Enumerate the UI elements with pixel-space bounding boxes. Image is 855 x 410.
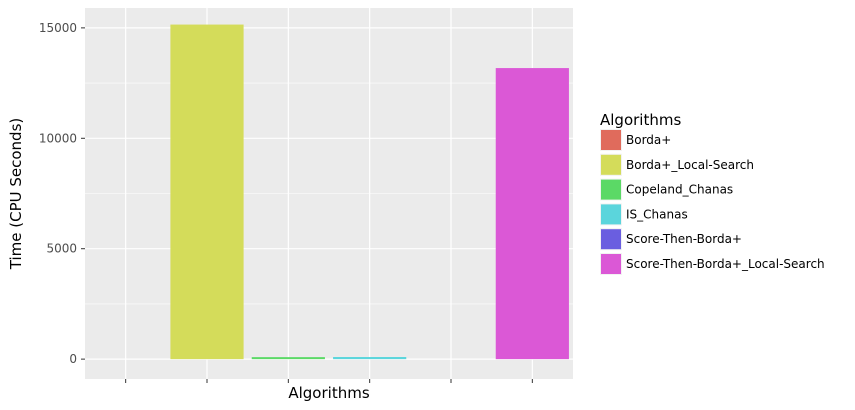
y-axis: 0 5000 10000 15000 <box>39 21 85 366</box>
x-axis-title: Algorithms <box>288 384 369 402</box>
legend-label: Borda+ <box>626 133 671 147</box>
y-tick-label: 0 <box>69 352 77 366</box>
legend-swatch <box>601 254 621 274</box>
bar <box>495 68 569 360</box>
legend-swatch <box>601 130 621 150</box>
x-axis <box>125 379 533 383</box>
bar <box>170 24 244 360</box>
y-tick-label: 15000 <box>39 21 77 35</box>
legend-label: Score-Then-Borda+_Local-Search <box>626 257 825 271</box>
legend: Algorithms Borda+ Borda+_Local-Search Cope… <box>600 111 825 275</box>
y-tick-label: 10000 <box>39 131 77 145</box>
bar <box>333 357 407 360</box>
legend-swatch <box>601 179 621 200</box>
bar <box>251 357 325 360</box>
legend-label: Borda+_Local-Search <box>626 158 754 172</box>
legend-label: Copeland_Chanas <box>626 183 733 197</box>
y-tick-label: 5000 <box>46 242 77 256</box>
legend-items: Borda+ Borda+_Local-Search Copeland_Chanas… <box>600 129 825 275</box>
legend-swatch <box>601 154 621 175</box>
legend-swatch <box>601 204 621 225</box>
y-axis-title: Time (CPU Seconds) <box>7 118 25 270</box>
bars <box>170 24 569 360</box>
legend-title: Algorithms <box>600 111 681 129</box>
legend-swatch <box>601 229 621 250</box>
legend-label: Score-Then-Borda+ <box>626 232 742 246</box>
legend-label: IS_Chanas <box>626 207 688 221</box>
minor-gridlines <box>85 82 573 305</box>
